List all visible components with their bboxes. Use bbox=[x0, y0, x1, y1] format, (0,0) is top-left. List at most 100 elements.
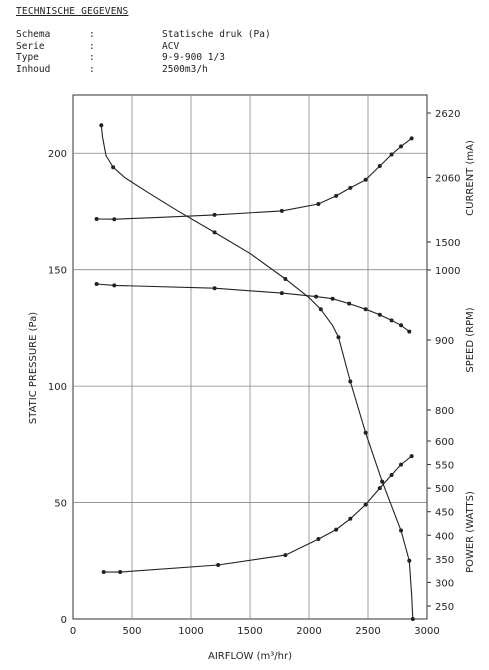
spec-separator: : bbox=[89, 52, 95, 63]
right-tick-label: 450 bbox=[435, 508, 454, 519]
data-point bbox=[316, 201, 321, 206]
data-point bbox=[314, 294, 319, 299]
data-point bbox=[409, 136, 414, 141]
data-point bbox=[94, 216, 99, 221]
right-tick-label: 300 bbox=[435, 578, 454, 589]
data-point bbox=[216, 562, 221, 567]
data-point bbox=[111, 165, 116, 170]
spec-key: Type bbox=[16, 52, 39, 63]
data-point bbox=[212, 212, 217, 217]
data-point bbox=[377, 163, 382, 168]
data-point bbox=[389, 152, 394, 157]
spec-separator: : bbox=[89, 40, 95, 52]
series-line bbox=[100, 125, 414, 620]
tick-labels: 0 500 1000 1500 2000 2500 3000 0 50 100 150 200 1500… bbox=[48, 109, 461, 637]
data-point bbox=[99, 123, 104, 128]
data-point bbox=[118, 570, 123, 575]
x-tick-label: 500 bbox=[122, 626, 141, 637]
data-point bbox=[279, 208, 284, 213]
data-point bbox=[316, 537, 321, 542]
data-point bbox=[318, 307, 323, 312]
data-point bbox=[389, 318, 394, 323]
data-point bbox=[409, 454, 414, 459]
power-axis-label: POWER (WATTS) bbox=[465, 491, 476, 573]
left-tick-label: 100 bbox=[48, 382, 67, 393]
data-point bbox=[389, 472, 394, 477]
right-tick-label: 600 bbox=[435, 437, 454, 448]
data-point bbox=[363, 307, 368, 312]
left-axis-label: STATIC PRESSURE (Pa) bbox=[28, 312, 39, 424]
left-tick-label: 50 bbox=[54, 499, 67, 510]
right-tick-label: 2620 bbox=[435, 109, 460, 120]
data-point bbox=[94, 282, 99, 286]
data-point bbox=[399, 528, 404, 533]
spec-key: Schema bbox=[16, 29, 51, 40]
x-tick-label: 0 bbox=[70, 626, 76, 637]
data-point bbox=[407, 329, 412, 334]
right-tick-label: 550 bbox=[435, 461, 454, 472]
data-point bbox=[399, 144, 404, 149]
x-tick-label: 1500 bbox=[237, 626, 262, 637]
data-point bbox=[212, 230, 217, 235]
data-point bbox=[283, 553, 288, 558]
data-point bbox=[336, 335, 341, 340]
data-point bbox=[348, 185, 353, 190]
data-point bbox=[112, 217, 117, 222]
data-point bbox=[410, 617, 415, 621]
left-tick-label: 0 bbox=[61, 615, 67, 626]
data-point bbox=[377, 486, 382, 491]
right-tick-label: 800 bbox=[435, 406, 454, 417]
data-point bbox=[363, 430, 368, 435]
data-point bbox=[334, 193, 339, 198]
spec-key: Serie bbox=[16, 40, 45, 52]
chart-grid bbox=[72, 94, 431, 620]
spec-key: Inhoud bbox=[16, 63, 51, 75]
data-point bbox=[283, 276, 288, 281]
right-tick-label: 1000 bbox=[435, 266, 460, 277]
data-point bbox=[363, 502, 368, 507]
right-tick-label: 2060 bbox=[435, 174, 460, 185]
spec-value: 9-9-900 1/3 bbox=[162, 52, 225, 63]
right-tick-label: 250 bbox=[435, 602, 454, 613]
x-tick-label: 2000 bbox=[296, 626, 321, 637]
spec-value: ACV bbox=[162, 40, 180, 52]
data-point bbox=[101, 570, 106, 575]
right-tick-label: 900 bbox=[435, 336, 454, 347]
left-tick-label: 150 bbox=[48, 266, 67, 277]
data-point bbox=[348, 516, 353, 521]
data-point bbox=[363, 177, 368, 182]
spec-separator: : bbox=[89, 29, 95, 40]
spec-title: TECHNISCHE GEGEVENS bbox=[16, 6, 129, 17]
data-point bbox=[380, 479, 385, 484]
series-line bbox=[103, 455, 413, 573]
right-tick-label: 1500 bbox=[435, 238, 460, 249]
data-point bbox=[407, 558, 412, 563]
speed-axis-label: SPEED (RPM) bbox=[465, 307, 476, 372]
spec-row-type: Type : 9-9-900 1/3 bbox=[16, 52, 271, 64]
left-tick-label: 200 bbox=[48, 149, 67, 160]
data-point bbox=[112, 283, 117, 288]
right-tick-label: 400 bbox=[435, 531, 454, 542]
right-tick-label: 500 bbox=[435, 484, 454, 495]
x-axis-label: AIRFLOW (m³/hr) bbox=[208, 651, 292, 662]
series-layer bbox=[94, 123, 415, 621]
spec-separator: : bbox=[89, 63, 95, 75]
spec-block: TECHNISCHE GEGEVENS Schema : Statische d… bbox=[16, 6, 271, 75]
spec-row-inhoud: Inhoud : 2500m3/h bbox=[16, 64, 271, 76]
right-tick-label: 350 bbox=[435, 555, 454, 566]
data-point bbox=[279, 291, 284, 296]
current-axis-label: CURRENT (mA) bbox=[465, 140, 476, 216]
data-point bbox=[348, 379, 353, 384]
x-tick-label: 2500 bbox=[355, 626, 380, 637]
x-tick-label: 3000 bbox=[414, 626, 439, 637]
data-point bbox=[330, 296, 335, 301]
data-point bbox=[212, 286, 217, 291]
data-point bbox=[334, 527, 339, 532]
series-line bbox=[96, 283, 410, 333]
spec-row-serie: Serie : ACV bbox=[16, 41, 271, 53]
data-point bbox=[347, 301, 352, 306]
spec-value: Statische druk (Pa) bbox=[162, 29, 271, 40]
x-tick-label: 1000 bbox=[178, 626, 203, 637]
data-point bbox=[377, 312, 382, 317]
